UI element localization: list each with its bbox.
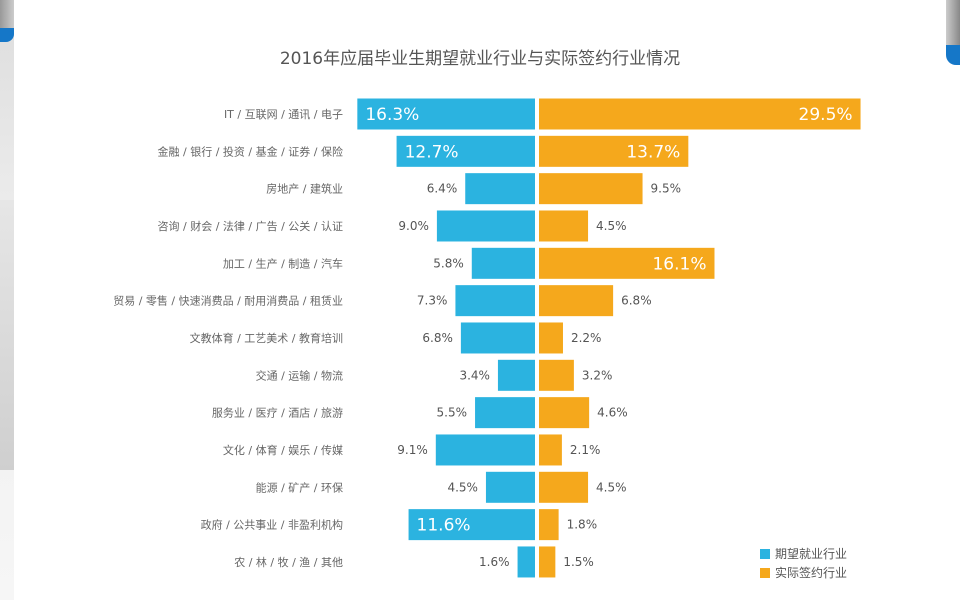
- bar-expected: [460, 322, 535, 354]
- data-label-actual: 2.2%: [571, 331, 602, 345]
- category-label: 服务业 / 医疗 / 酒店 / 旅游: [212, 406, 343, 420]
- legend-label-expected: 期望就业行业: [775, 547, 848, 561]
- data-label-expected: 6.4%: [427, 182, 458, 196]
- bar-actual: [539, 247, 715, 279]
- bar-expected: [497, 359, 535, 391]
- bar-expected: [475, 397, 535, 429]
- category-label: 政府 / 公共事业 / 非盈利机构: [201, 518, 343, 532]
- data-label-actual: 4.6%: [597, 406, 628, 420]
- legend-item-actual: 实际签约行业: [760, 563, 847, 582]
- bar-expected: [485, 471, 535, 503]
- slide-decoration-left-blue: [0, 28, 14, 42]
- legend-swatch-expected: [760, 548, 770, 559]
- data-label-expected: 9.0%: [398, 219, 429, 233]
- bar-expected: [357, 98, 535, 130]
- data-label-actual: 3.2%: [582, 368, 613, 382]
- data-label-actual: 9.5%: [651, 182, 682, 196]
- bar-actual: [539, 322, 563, 354]
- bar-expected: [435, 434, 535, 466]
- bar-actual: [539, 98, 861, 130]
- data-label-actual: 6.8%: [621, 294, 652, 308]
- bar-actual: [539, 285, 614, 317]
- data-label-expected: 3.4%: [459, 368, 490, 382]
- bar-actual: [539, 359, 574, 391]
- data-label-expected: 5.5%: [437, 406, 468, 420]
- data-label-expected: 1.6%: [479, 555, 510, 569]
- bar-expected: [408, 509, 535, 541]
- category-label: 农 / 林 / 牧 / 渔 / 其他: [234, 555, 343, 569]
- category-label: 文教体育 / 工艺美术 / 教育培训: [190, 331, 343, 345]
- data-label-actual: 4.5%: [596, 480, 627, 494]
- slide-decoration-left-panel: [0, 200, 14, 470]
- data-label-expected: 4.5%: [447, 480, 478, 494]
- data-label-actual: 13.7%: [626, 142, 680, 162]
- bar-expected: [455, 285, 535, 317]
- bar-actual: [539, 434, 562, 466]
- category-label: 咨询 / 财会 / 法律 / 广告 / 公关 / 认证: [158, 219, 344, 233]
- slide-decoration-right-blue: [946, 45, 960, 65]
- bar-expected: [471, 247, 535, 279]
- data-label-expected: 6.8%: [422, 331, 453, 345]
- bar-expected: [436, 210, 535, 242]
- data-label-expected: 16.3%: [365, 105, 419, 125]
- data-label-actual: 16.1%: [652, 254, 706, 274]
- legend: 期望就业行业 实际签约行业: [760, 544, 847, 582]
- bar-actual: [539, 546, 556, 578]
- legend-item-expected: 期望就业行业: [760, 544, 847, 563]
- category-label: 加工 / 生产 / 制造 / 汽车: [223, 256, 343, 270]
- data-label-actual: 1.8%: [567, 518, 598, 532]
- category-label: IT / 互联网 / 通讯 / 电子: [224, 108, 343, 121]
- data-label-actual: 1.5%: [563, 555, 594, 569]
- bar-expected: [517, 546, 535, 578]
- category-label: 交通 / 运输 / 物流: [256, 368, 343, 382]
- legend-label-actual: 实际签约行业: [775, 566, 848, 580]
- data-label-expected: 9.1%: [397, 443, 428, 457]
- slide-decoration-left-top: [0, 0, 14, 28]
- slide-decoration-right-top: [946, 0, 960, 45]
- category-label: 金融 / 银行 / 投资 / 基金 / 证券 / 保险: [158, 144, 344, 158]
- category-label: 文化 / 体育 / 娱乐 / 传媒: [223, 443, 343, 457]
- bar-expected: [465, 173, 535, 205]
- data-label-expected: 12.7%: [405, 142, 459, 162]
- bar-expected: [396, 135, 535, 167]
- data-label-expected: 11.6%: [417, 516, 471, 536]
- data-label-actual: 29.5%: [799, 105, 853, 125]
- bar-actual: [539, 210, 589, 242]
- category-label: 房地产 / 建筑业: [266, 182, 343, 196]
- bar-actual: [539, 173, 643, 205]
- bar-actual: [539, 397, 590, 429]
- data-label-actual: 2.1%: [570, 443, 601, 457]
- data-label-expected: 5.8%: [433, 256, 464, 270]
- legend-swatch-actual: [760, 567, 770, 578]
- category-label: 能源 / 矿产 / 环保: [256, 480, 343, 494]
- chart-title: 2016年应届毕业生期望就业行业与实际签约行业情况: [279, 49, 681, 69]
- data-label-expected: 7.3%: [417, 294, 448, 308]
- data-label-actual: 4.5%: [596, 219, 627, 233]
- category-label: 贸易 / 零售 / 快速消费品 / 耐用消费品 / 租赁业: [113, 294, 343, 308]
- bar-actual: [539, 509, 559, 541]
- bar-actual: [539, 135, 689, 167]
- bar-actual: [539, 471, 589, 503]
